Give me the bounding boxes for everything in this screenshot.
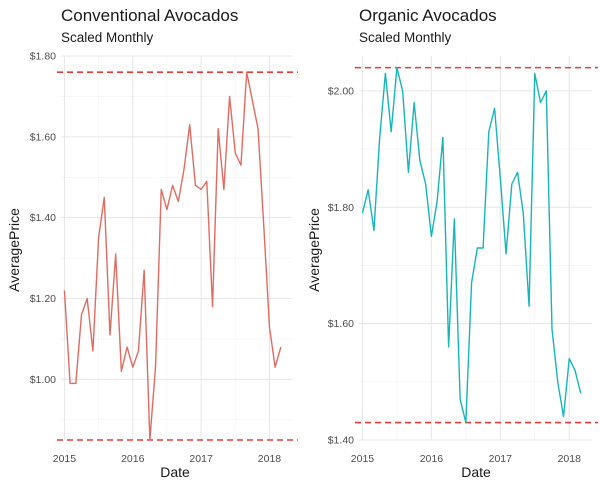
conventional-chart-subtitle: Scaled Monthly xyxy=(61,30,154,45)
organic-x-tick-label: 2016 xyxy=(420,453,444,465)
organic-chart-panel: Organic Avocados Scaled Monthly 2015 2016… xyxy=(306,6,598,480)
organic-y-tick-label: $1.60 xyxy=(328,318,354,330)
organic-reference-lines xyxy=(355,66,598,424)
conventional-reference-lines xyxy=(57,71,298,441)
organic-chart-subtitle: Scaled Monthly xyxy=(359,30,452,45)
conventional-y-tick-label: $1.60 xyxy=(30,131,56,143)
conventional-y-tick-label: $1.20 xyxy=(30,293,56,305)
organic-x-tick-label: 2017 xyxy=(489,453,513,465)
conventional-price-line xyxy=(63,71,282,441)
conventional-y-tick-label: $1.40 xyxy=(30,212,56,224)
conventional-y-tick-labels: $1.00 $1.20 $1.40 $1.60 $1.80 xyxy=(30,51,56,386)
organic-x-tick-label: 2018 xyxy=(558,453,582,465)
organic-y-tick-label: $1.40 xyxy=(328,435,354,447)
conventional-x-tick-label: 2016 xyxy=(121,453,145,465)
organic-y-axis-title: AveragePrice xyxy=(306,208,322,292)
conventional-series xyxy=(63,71,282,441)
conventional-y-tick-label: $1.00 xyxy=(30,374,56,386)
conventional-y-tick-label: $1.80 xyxy=(30,51,56,63)
conventional-y-axis-title: AveragePrice xyxy=(6,208,22,292)
organic-x-tick-label: 2015 xyxy=(351,453,375,465)
conventional-x-tick-label: 2018 xyxy=(258,453,282,465)
organic-x-axis-title: Date xyxy=(461,464,491,480)
organic-y-tick-label: $2.00 xyxy=(328,85,354,97)
organic-y-tick-labels: $1.40 $1.60 $1.80 $2.00 xyxy=(328,85,354,446)
organic-y-tick-label: $1.80 xyxy=(328,202,354,214)
conventional-x-axis-title: Date xyxy=(160,464,190,480)
organic-series xyxy=(361,66,582,424)
conventional-chart-title: Conventional Avocados xyxy=(61,6,238,25)
conventional-grid xyxy=(61,55,292,440)
organic-x-tick-labels: 2015 2016 2017 2018 xyxy=(351,453,581,465)
conventional-x-tick-label: 2017 xyxy=(189,453,213,465)
conventional-chart-panel: Conventional Avocados Scaled Monthly 201… xyxy=(6,6,298,480)
organic-chart-title: Organic Avocados xyxy=(359,6,497,25)
organic-price-line xyxy=(361,66,582,424)
conventional-x-tick-labels: 2015 2016 2017 2018 xyxy=(53,453,282,465)
organic-grid xyxy=(359,56,592,441)
conventional-x-tick-label: 2015 xyxy=(53,453,77,465)
